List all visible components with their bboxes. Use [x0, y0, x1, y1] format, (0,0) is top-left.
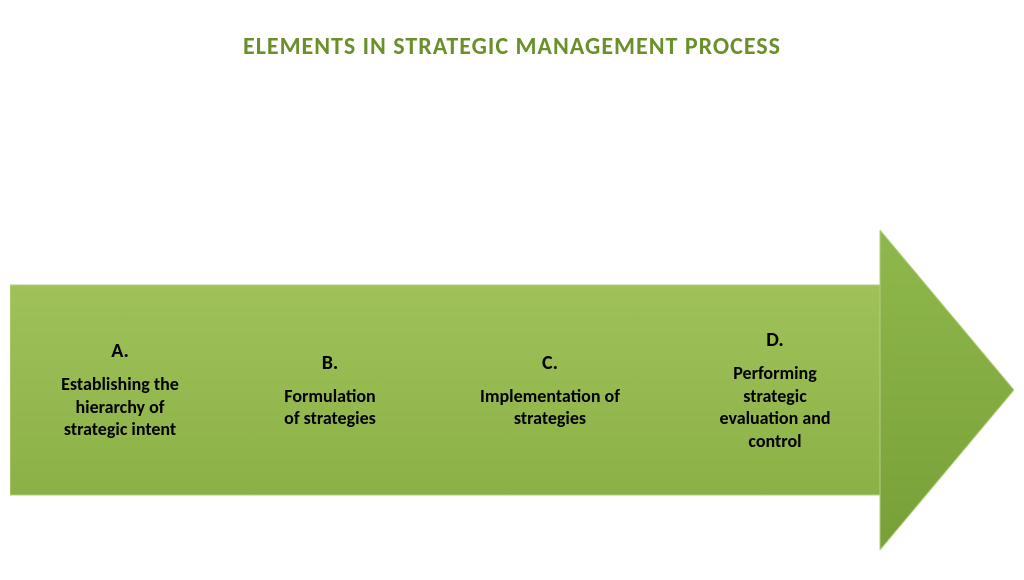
process-step-c: C. Implementation of strategies: [435, 351, 665, 430]
step-letter: B.: [241, 351, 419, 375]
step-label: Establishing the hierarchy of strategic …: [21, 373, 219, 441]
process-step-b: B. Formulation of strategies: [235, 351, 425, 430]
process-arrow-diagram: A. Establishing the hierarchy of strategi…: [10, 230, 1014, 550]
step-label: Performing strategic evaluation and cont…: [681, 362, 869, 452]
process-step-a: A. Establishing the hierarchy of strategi…: [15, 339, 225, 441]
step-letter: D.: [681, 328, 869, 352]
process-step-d: D. Performing strategic evaluation and co…: [675, 328, 875, 452]
step-letter: C.: [441, 351, 659, 375]
step-label: Implementation of strategies: [441, 385, 659, 430]
page-title: ELEMENTS IN STRATEGIC MANAGEMENT PROCESS: [0, 0, 1024, 61]
step-letter: A.: [21, 339, 219, 363]
steps-row: A. Establishing the hierarchy of strategi…: [10, 285, 880, 495]
step-label: Formulation of strategies: [241, 385, 419, 430]
